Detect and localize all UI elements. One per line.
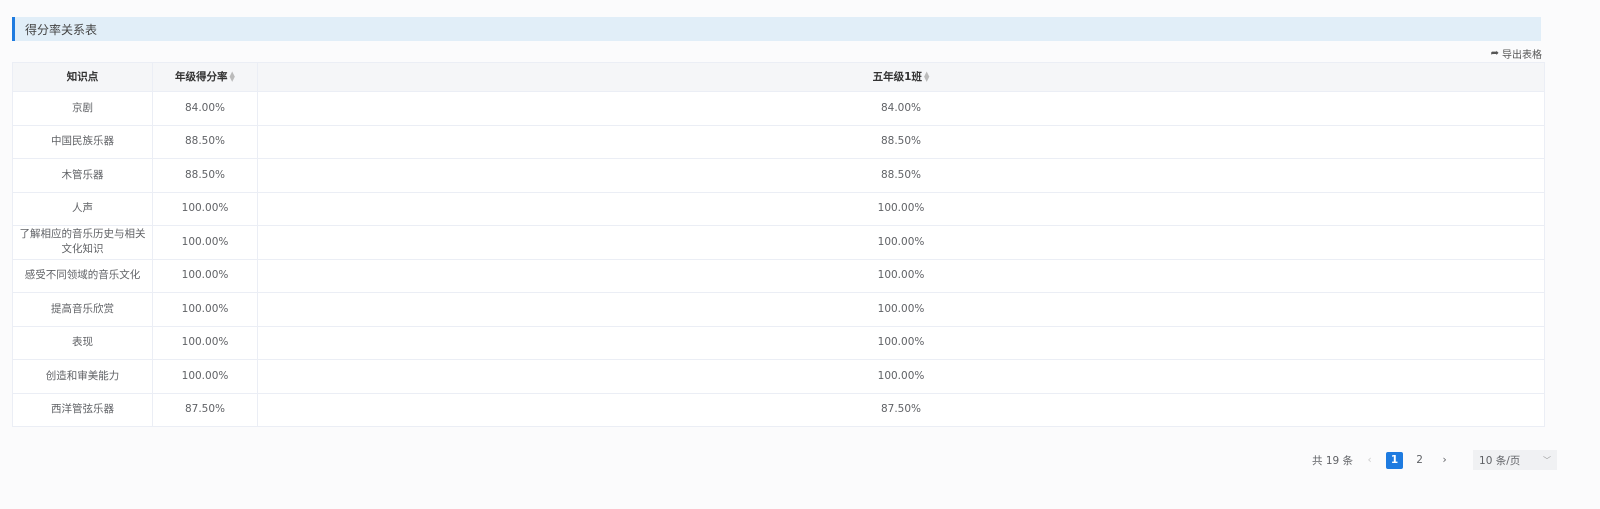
knowledge-point-cell: 创造和审美能力 [12,359,153,394]
table-row: 西洋管弦乐器 87.50% 87.50% [12,392,1545,427]
section-title: 得分率关系表 [12,17,1541,41]
grade-rate-cell: 84.00% [152,91,258,126]
knowledge-point-cell: 提高音乐欣赏 [12,292,153,327]
class-rate-cell: 100.00% [257,292,1545,327]
export-label: 导出表格 [1502,50,1542,61]
share-arrow-icon: ➦ [1490,48,1499,59]
sort-icon[interactable]: ▲ ▼ [923,69,930,83]
class-rate-cell: 87.50% [257,392,1545,427]
knowledge-point-cell: 西洋管弦乐器 [12,392,153,427]
prev-page-button[interactable]: ‹ [1367,454,1372,466]
knowledge-point-cell: 木管乐器 [12,158,153,193]
class-rate-cell: 100.00% [257,258,1545,293]
header-grade-rate[interactable]: 年级得分率 ▲ ▼ [152,62,258,92]
grade-rate-cell: 88.50% [152,158,258,193]
class-rate-cell: 100.00% [257,191,1545,226]
class-rate-cell: 88.50% [257,158,1545,193]
class-rate-cell: 100.00% [257,359,1545,394]
header-knowledge-point: 知识点 [12,62,153,92]
pagination: 共 19 条 ‹ 1 2 › 10 条/页 ﹀ [1312,450,1558,470]
table-row: 中国民族乐器 88.50% 88.50% [12,124,1545,159]
next-page-button[interactable]: › [1442,454,1447,466]
knowledge-point-cell: 了解相应的音乐历史与相关文化知识 [12,225,153,260]
class-rate-cell: 100.00% [257,225,1545,260]
grade-rate-cell: 100.00% [152,191,258,226]
grade-rate-cell: 100.00% [152,325,258,360]
knowledge-point-cell: 感受不同领域的音乐文化 [12,258,153,293]
table-row: 了解相应的音乐历史与相关文化知识 100.00% 100.00% [12,225,1545,260]
export-table-button[interactable]: ➦ 导出表格 [1491,46,1542,61]
table-row: 创造和审美能力 100.00% 100.00% [12,359,1545,394]
table-row: 表现 100.00% 100.00% [12,325,1545,360]
knowledge-point-cell: 人声 [12,191,153,226]
page-1-button[interactable]: 1 [1386,451,1404,469]
knowledge-point-cell: 表现 [12,325,153,360]
knowledge-point-cell: 中国民族乐器 [12,124,153,159]
section-title-text: 得分率关系表 [25,22,98,37]
total-count: 共 19 条 [1312,454,1354,467]
page-2-button[interactable]: 2 [1416,454,1423,466]
table-row: 感受不同领域的音乐文化 100.00% 100.00% [12,258,1545,293]
chevron-down-icon: ﹀ [1543,455,1552,465]
class-rate-cell: 100.00% [257,325,1545,360]
table-row: 人声 100.00% 100.00% [12,191,1545,226]
class-rate-cell: 88.50% [257,124,1545,159]
grade-rate-cell: 100.00% [152,359,258,394]
grade-rate-cell: 100.00% [152,258,258,293]
grade-rate-cell: 100.00% [152,225,258,260]
grade-rate-cell: 100.00% [152,292,258,327]
grade-rate-cell: 88.50% [152,124,258,159]
score-rate-table: 知识点 年级得分率 ▲ ▼ 五年级1班 ▲ ▼ 京剧 84.00% 84.00% 中国民族乐器… [12,62,1545,427]
sort-icon[interactable]: ▲ ▼ [229,69,235,83]
knowledge-point-cell: 京剧 [12,91,153,126]
header-class-rate[interactable]: 五年级1班 ▲ ▼ [257,62,1545,92]
grade-rate-cell: 87.50% [152,392,258,427]
table-row: 京剧 84.00% 84.00% [12,91,1545,126]
table-row: 提高音乐欣赏 100.00% 100.00% [12,292,1545,327]
page-size-select[interactable]: 10 条/页 ﹀ [1473,450,1558,470]
table-row: 木管乐器 88.50% 88.50% [12,158,1545,193]
class-rate-cell: 84.00% [257,91,1545,126]
